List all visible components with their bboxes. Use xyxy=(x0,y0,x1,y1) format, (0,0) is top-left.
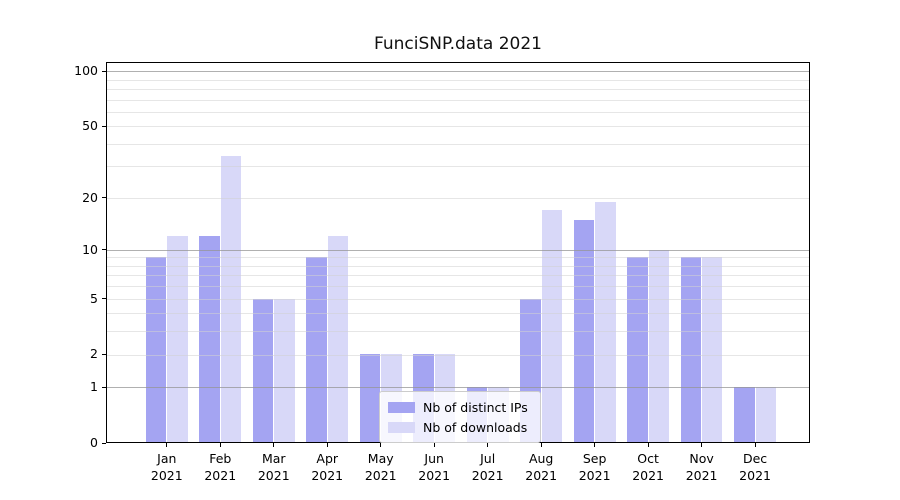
gridline-minor-40 xyxy=(106,143,810,145)
legend-label-downloads: Nb of downloads xyxy=(423,419,528,435)
y-tick-100 xyxy=(102,70,106,72)
y-tick-5 xyxy=(102,298,106,300)
y-tick-label-1: 1 xyxy=(90,379,98,395)
x-tick-feb xyxy=(219,443,221,447)
y-tick-label-2: 2 xyxy=(90,346,98,362)
gridline-major-10 xyxy=(106,249,810,251)
legend-item-distinct-ips: Nb of distinct IPs xyxy=(388,400,532,415)
bar-distinct-ips-oct xyxy=(627,257,648,443)
x-tick-label-jul: Jul 2021 xyxy=(471,451,504,483)
legend-swatch-downloads xyxy=(388,421,415,433)
gridline-minor-70 xyxy=(106,99,810,101)
y-tick-label-20: 20 xyxy=(82,189,98,205)
gridline-minor-80 xyxy=(106,88,810,90)
x-tick-may xyxy=(380,443,382,447)
bar-downloads-feb xyxy=(220,156,242,443)
y-tick-10 xyxy=(102,249,106,251)
gridline-minor-5 xyxy=(106,298,810,300)
gridline-minor-8 xyxy=(106,265,810,267)
x-tick-dec xyxy=(754,443,756,447)
x-tick-apr xyxy=(326,443,328,447)
gridline-major-1 xyxy=(106,387,810,389)
legend: Nb of distinct IPs Nb of downloads xyxy=(379,391,541,443)
gridline-minor-3 xyxy=(106,331,810,333)
x-tick-label-mar: Mar 2021 xyxy=(257,451,290,483)
bar-distinct-ips-nov xyxy=(680,257,702,443)
y-tick-label-100: 100 xyxy=(74,63,98,79)
x-tick-label-jan: Jan 2021 xyxy=(150,451,183,483)
y-tick-20 xyxy=(102,197,106,199)
x-tick-jan xyxy=(166,443,168,447)
x-tick-label-oct: Oct 2021 xyxy=(632,451,665,483)
x-tick-aug xyxy=(540,443,542,447)
chart-title: FunciSNP.data 2021 xyxy=(374,34,542,54)
bar-distinct-ips-apr xyxy=(306,257,327,443)
legend-item-downloads: Nb of downloads xyxy=(388,420,532,435)
x-tick-label-dec: Dec 2021 xyxy=(739,451,771,483)
y-tick-label-50: 50 xyxy=(82,118,98,134)
gridline-minor-30 xyxy=(106,166,810,168)
gridline-minor-2 xyxy=(106,354,810,356)
y-tick-label-0: 0 xyxy=(90,435,98,450)
bar-downloads-dec xyxy=(755,387,776,443)
bar-downloads-jan xyxy=(167,236,188,443)
x-tick-mar xyxy=(273,443,275,447)
bar-distinct-ips-may xyxy=(359,354,381,443)
bar-downloads-apr xyxy=(327,236,349,443)
x-tick-label-feb: Feb 2021 xyxy=(204,451,237,483)
x-tick-label-aug: Aug 2021 xyxy=(525,451,558,483)
bar-downloads-mar xyxy=(274,298,295,443)
y-tick-1 xyxy=(102,386,106,388)
x-tick-oct xyxy=(647,443,649,447)
x-tick-label-jun: Jun 2021 xyxy=(418,451,451,483)
bar-downloads-sep xyxy=(595,201,616,443)
bar-distinct-ips-dec xyxy=(734,387,755,443)
x-tick-jun xyxy=(433,443,435,447)
gridline-minor-9 xyxy=(106,257,810,259)
gridline-minor-90 xyxy=(106,79,810,81)
gridline-major-100 xyxy=(106,71,810,72)
bar-downloads-aug xyxy=(541,210,563,443)
bar-distinct-ips-jan xyxy=(145,257,167,443)
gridline-minor-6 xyxy=(106,286,810,288)
gridline-minor-60 xyxy=(106,111,810,113)
y-tick-50 xyxy=(102,125,106,127)
y-tick-0 xyxy=(102,442,106,444)
x-tick-label-sep: Sep 2021 xyxy=(578,451,611,483)
x-tick-label-nov: Nov 2021 xyxy=(685,451,718,483)
bar-distinct-ips-mar xyxy=(252,298,274,443)
y-tick-2 xyxy=(102,353,106,355)
bar-distinct-ips-feb xyxy=(199,236,220,443)
x-tick-label-may: May 2021 xyxy=(364,451,397,483)
legend-swatch-distinct-ips xyxy=(388,401,415,413)
bar-downloads-oct xyxy=(648,249,669,443)
plot-area: Jan 2021 Feb 2021 Mar 2021 Apr 2021 May 2021… xyxy=(74,62,810,483)
x-tick-sep xyxy=(594,443,596,447)
x-tick-jul xyxy=(487,443,489,447)
x-tick-nov xyxy=(701,443,703,447)
y-tick-label-10: 10 xyxy=(82,241,98,257)
gridline-minor-20 xyxy=(106,197,810,199)
bar-downloads-nov xyxy=(702,257,723,443)
gridline-minor-50 xyxy=(106,126,810,128)
y-tick-label-5: 5 xyxy=(90,290,98,306)
gridline-minor-7 xyxy=(106,275,810,277)
legend-label-distinct-ips: Nb of distinct IPs xyxy=(423,399,528,415)
x-tick-label-apr: Apr 2021 xyxy=(311,451,344,483)
gridline-minor-4 xyxy=(106,313,810,315)
